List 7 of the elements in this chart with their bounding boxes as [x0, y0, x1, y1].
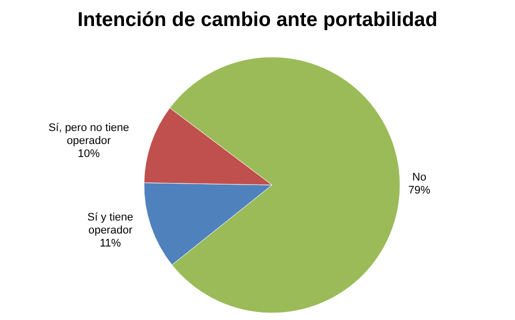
data-label: 79% — [408, 184, 431, 197]
chart-title: Intención de cambio ante portabilidad — [77, 9, 438, 31]
slice-label: Sí, pero no tiene operador — [48, 122, 130, 148]
slice-label: No — [412, 172, 426, 184]
data-label: 10% — [78, 148, 100, 160]
data-label: 11% — [100, 237, 122, 250]
slice-label: Sí y tiene operador — [87, 211, 134, 236]
